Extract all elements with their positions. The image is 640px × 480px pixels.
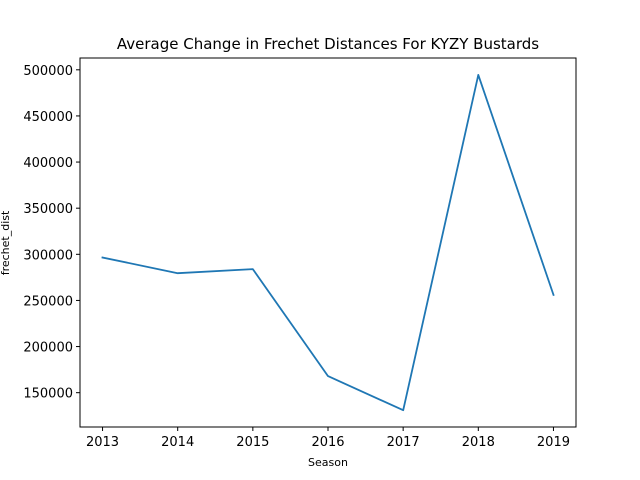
y-tick-label: 450000 — [23, 110, 73, 125]
y-tick-label: 250000 — [23, 294, 73, 309]
x-tick-label: 2018 — [462, 435, 495, 450]
axes-frame — [79, 57, 577, 428]
x-axis-label: Season — [308, 456, 348, 469]
y-tick-label: 500000 — [23, 64, 73, 79]
y-tick-label: 300000 — [23, 248, 73, 263]
x-tick-label: 2016 — [311, 435, 344, 450]
x-tick-label: 2014 — [161, 435, 194, 450]
series-line — [101, 74, 555, 412]
y-axis-label: frechet_dist — [0, 210, 12, 275]
x-tick-label: 2019 — [537, 435, 570, 450]
chart-title: Average Change in Frechet Distances For … — [117, 35, 539, 53]
x-tick-label: 2013 — [86, 435, 119, 450]
x-tick-label: 2015 — [236, 435, 269, 450]
plot-area: 2013 2014 2015 2016 2017 2018 2019 150000 200000… — [23, 57, 577, 450]
y-tick-label: 200000 — [23, 341, 73, 356]
x-tick-label: 2017 — [387, 435, 420, 450]
y-tick-label: 350000 — [23, 202, 73, 217]
y-tick-label: 400000 — [23, 156, 73, 171]
y-tick-label: 150000 — [23, 387, 73, 402]
